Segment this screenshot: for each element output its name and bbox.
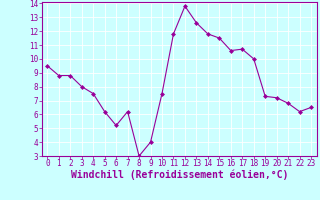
- X-axis label: Windchill (Refroidissement éolien,°C): Windchill (Refroidissement éolien,°C): [70, 170, 288, 180]
